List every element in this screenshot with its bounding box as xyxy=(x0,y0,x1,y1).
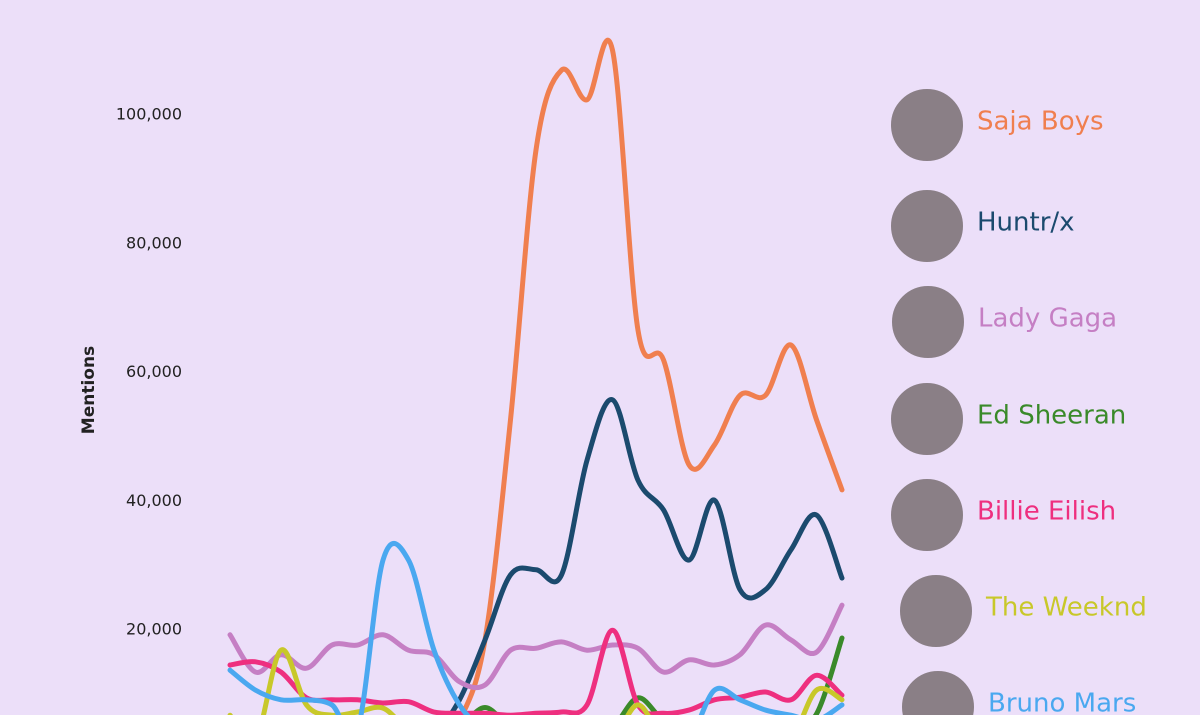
legend-item: Lady Gaga xyxy=(890,284,1117,360)
y-tick-label: 20,000 xyxy=(126,620,182,639)
y-tick-label: 100,000 xyxy=(116,105,182,124)
avatar xyxy=(900,669,976,715)
legend-item: Billie Eilish xyxy=(889,477,1116,553)
legend-label: Ed Sheeran xyxy=(977,401,1126,431)
avatar xyxy=(889,87,965,163)
legend-label: The Weeknd xyxy=(985,593,1147,623)
series-line xyxy=(227,541,845,715)
legend-label: Billie Eilish xyxy=(977,497,1116,527)
avatar xyxy=(890,284,966,360)
series-line xyxy=(227,602,845,691)
legend-label: Lady Gaga xyxy=(978,304,1117,334)
y-tick-label: 40,000 xyxy=(126,491,182,510)
avatar xyxy=(889,381,965,457)
legend-label: Saja Boys xyxy=(977,107,1104,137)
avatar xyxy=(898,573,974,649)
avatar xyxy=(889,188,965,264)
avatar xyxy=(889,477,965,553)
legend-item: The Weeknd xyxy=(898,573,1147,649)
legend-item: Ed Sheeran xyxy=(889,381,1126,457)
legend-label: Huntr/x xyxy=(977,208,1075,238)
y-tick-label: 60,000 xyxy=(126,362,182,381)
y-axis-label: Mentions xyxy=(79,346,99,434)
series-line xyxy=(447,397,845,715)
legend-item: Huntr/x xyxy=(889,188,1075,264)
legend-label: Bruno Mars xyxy=(988,689,1136,715)
y-tick-label: 80,000 xyxy=(126,233,182,252)
legend-item: Bruno Mars xyxy=(900,669,1136,715)
legend-item: Saja Boys xyxy=(889,87,1104,163)
series-line xyxy=(459,37,845,715)
